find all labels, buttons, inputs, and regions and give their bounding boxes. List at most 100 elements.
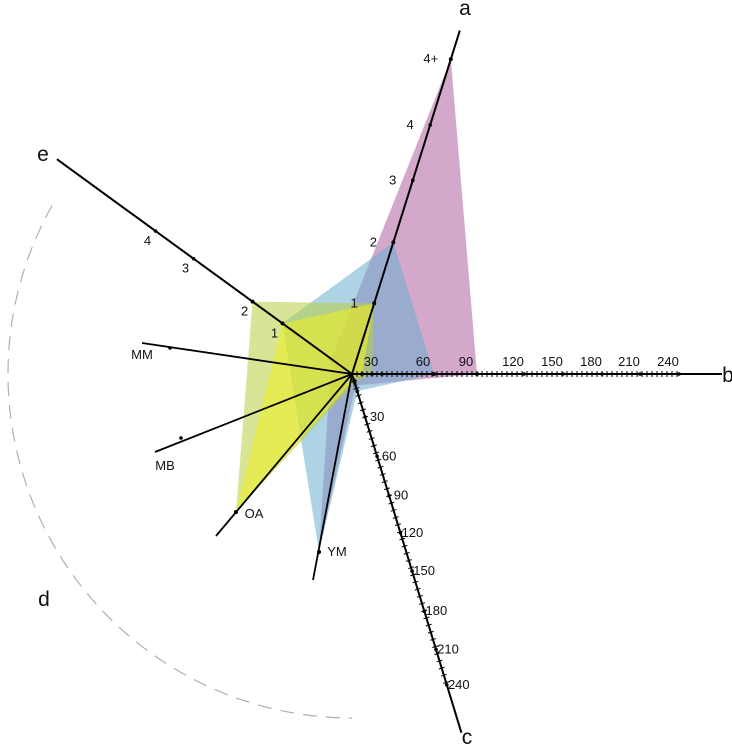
axis-c-minor-tick [425, 623, 432, 627]
axis-c-tick-label: 120 [402, 525, 424, 540]
axis-a-tick-label: 3 [389, 172, 396, 187]
d-spoke-mm [141, 342, 353, 375]
axis-c-tick-label: 30 [370, 409, 384, 424]
axis-a-tick-mark [372, 301, 376, 306]
axis-b-tick-label: 210 [618, 354, 640, 369]
axis-a-tick-mark [428, 123, 432, 127]
axis-c-minor-tick [370, 444, 377, 448]
axis-d-title: d [38, 588, 50, 611]
axis-d-point-ym [317, 550, 321, 554]
axis-c-minor-tick [410, 573, 417, 577]
axis-b-tick-mark [432, 372, 436, 376]
axis-c-minor-tick [403, 551, 410, 555]
axis-b-tick-mark [380, 372, 384, 376]
axis-c-minor-tick [423, 616, 430, 620]
axis-d-point-mm [168, 346, 172, 350]
axis-b-tick-label: 120 [502, 354, 524, 369]
axis-c-tick-mark [375, 454, 379, 459]
axis-c-minor-tick [383, 487, 391, 491]
axis-b-tick-label: 90 [459, 354, 473, 369]
d-arc-path [7, 205, 353, 719]
axis-c-tick-mark [398, 530, 403, 535]
axis-c-tick-mark [434, 647, 438, 652]
axis-c-minor-tick [443, 681, 450, 684]
axis-c-minor-tick [399, 537, 406, 541]
axis-a-tick-label: 2 [370, 234, 377, 249]
axis-c-minor-tick [427, 630, 434, 634]
axis-a-tick-label: 1 [351, 295, 358, 310]
axis-e-tick-mark [250, 299, 255, 304]
axis-b-tick-label: 150 [541, 354, 563, 369]
axis-d-category-label: MB [155, 458, 175, 473]
axis-a-title: a [459, 0, 471, 20]
axis-a-tick-mark [449, 57, 453, 61]
axis-b-tick-label: 240 [657, 354, 679, 369]
center-spokes [141, 342, 353, 581]
axis-d-point-oa [234, 510, 238, 514]
axis-b-tick-mark [522, 372, 526, 376]
axis-e-tick-label: 4 [144, 233, 151, 248]
axis-c-tick-mark [363, 415, 367, 419]
d-spoke-mb [154, 373, 353, 453]
axis-c-minor-tick [436, 659, 443, 663]
axis-e-tick-mark [153, 229, 158, 233]
axis-c-minor-tick [357, 401, 364, 405]
axis-c-minor-tick [355, 394, 362, 397]
axis-c-minor-tick [388, 501, 395, 505]
axis-e-tick-label: 3 [182, 261, 189, 276]
axis-a-tick-label: 4 [407, 117, 414, 132]
d-dashed-arc [7, 205, 353, 719]
d-spoke-ym [312, 373, 353, 581]
axis-c-minor-tick [440, 673, 447, 677]
axis-c-tick-mark [422, 609, 427, 614]
axis-b-tick-label: 180 [580, 354, 602, 369]
axis-c-tick-label: 60 [382, 448, 396, 463]
axis-c-minor-tick [359, 408, 366, 412]
axis-c-tick-label: 180 [425, 603, 447, 618]
axis-b-tick-mark [677, 372, 681, 376]
axis-c-minor-tick [408, 566, 415, 570]
axis-b-title: b [722, 364, 732, 387]
axis-c-minor-tick [412, 580, 419, 584]
axis-e-tick-mark [280, 321, 285, 326]
axis-b-tick-mark [475, 372, 479, 376]
axis-d-category-label: MM [131, 347, 153, 362]
axis-c-minor-tick [373, 451, 380, 455]
axis-c-minor-tick [368, 437, 375, 440]
axis-c-minor-tick [390, 508, 397, 512]
axis-c-minor-tick [401, 544, 408, 548]
axis-c-tick-label: 90 [394, 487, 408, 502]
axis-c-minor-tick [364, 422, 371, 426]
axis-e-tick-label: 1 [271, 325, 278, 340]
axis-c-minor-tick [351, 379, 358, 383]
axis-c-minor-tick [353, 386, 360, 390]
axis-d-category-label: YM [327, 544, 347, 559]
axis-d-category-label: OA [245, 506, 264, 521]
axis-c-minor-tick [381, 480, 388, 483]
axis-a-line [351, 30, 461, 375]
axis-c-minor-tick [429, 638, 436, 641]
axis-c-minor-tick [418, 602, 426, 605]
axis-c-tick-mark [410, 569, 414, 573]
axis-c-minor-tick [375, 458, 382, 462]
axis-b-tick-mark [600, 372, 604, 376]
axis-e-title: e [37, 143, 49, 166]
axis-c-tick-mark [387, 493, 391, 498]
axis-e-line [56, 158, 353, 375]
axis-a-tick-label: 4+ [423, 51, 438, 66]
axis-e-tick-mark [191, 256, 196, 261]
labels-group: 1 2 3 4 4+ 30 60 90 120 150 180 210 240 30 60 90 120 150 1… [37, 0, 732, 749]
axis-c-minor-tick [438, 666, 445, 670]
axis-c-minor-tick [414, 587, 421, 591]
axis-c-minor-tick [432, 645, 439, 648]
axis-c-tick-label: 210 [437, 641, 459, 656]
axis-c-minor-tick [416, 595, 423, 598]
axis-c-tick-label: 150 [413, 563, 435, 578]
axis-c-minor-tick [377, 465, 384, 469]
axis-c-minor-tick [366, 430, 373, 433]
axis-b-tick-mark [561, 372, 565, 376]
axis-c-tick-label: 240 [448, 677, 470, 692]
axis-c-minor-tick [394, 523, 401, 527]
axis-a-tick-mark [391, 240, 396, 245]
